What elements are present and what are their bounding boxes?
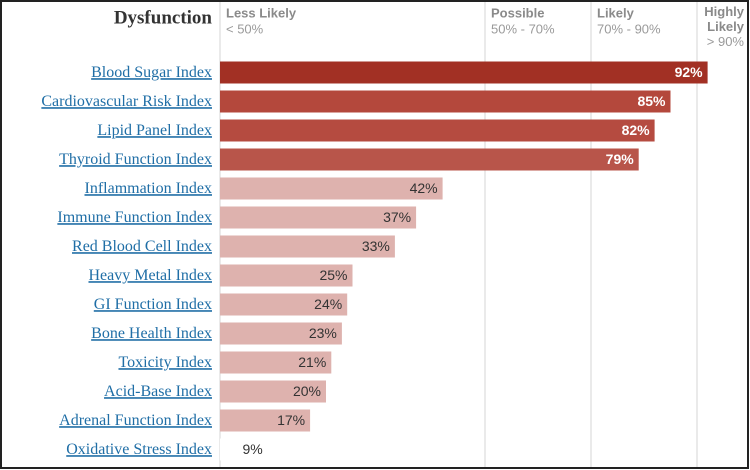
- zone-range: 50% - 70%: [491, 21, 555, 36]
- category-link[interactable]: Adrenal Function Index: [59, 412, 212, 429]
- bar: [220, 177, 443, 200]
- value-label: 21%: [298, 354, 326, 370]
- value-label: 24%: [314, 296, 342, 312]
- category-link[interactable]: Immune Function Index: [57, 209, 212, 226]
- category-link[interactable]: Thyroid Function Index: [59, 151, 212, 168]
- value-label: 82%: [622, 122, 651, 138]
- chart-title: Dysfunction: [114, 7, 213, 28]
- category-link[interactable]: Cardiovascular Risk Index: [41, 93, 212, 110]
- value-label: 20%: [293, 383, 321, 399]
- value-label: 79%: [606, 151, 635, 167]
- bar: [220, 380, 326, 403]
- value-label: 23%: [309, 325, 337, 341]
- bar: [220, 235, 395, 258]
- value-label: 9%: [242, 441, 262, 457]
- bar: [220, 438, 268, 461]
- value-label: 92%: [675, 64, 704, 80]
- category-link[interactable]: Oxidative Stress Index: [66, 441, 212, 458]
- value-label: 42%: [410, 180, 438, 196]
- zone-label: Possible: [491, 5, 544, 20]
- zone-label: Likely: [597, 5, 635, 20]
- zone-range: < 50%: [226, 21, 264, 36]
- value-label: 17%: [277, 412, 305, 428]
- category-link[interactable]: GI Function Index: [94, 296, 212, 313]
- category-link[interactable]: Heavy Metal Index: [88, 267, 212, 284]
- value-label: 25%: [319, 267, 347, 283]
- bar: [220, 148, 639, 171]
- zone-label: Less Likely: [226, 5, 297, 20]
- category-link[interactable]: Toxicity Index: [118, 354, 212, 371]
- bar: [220, 90, 671, 113]
- bar: [220, 351, 332, 374]
- category-link[interactable]: Bone Health Index: [91, 325, 212, 342]
- value-label: 85%: [637, 93, 666, 109]
- category-link[interactable]: Inflammation Index: [84, 180, 212, 197]
- bar: [220, 119, 655, 142]
- bar: [220, 206, 417, 229]
- bar: [220, 61, 708, 84]
- category-link[interactable]: Blood Sugar Index: [91, 64, 212, 81]
- value-label: 33%: [362, 238, 390, 254]
- bar: [220, 409, 311, 432]
- bar: [220, 322, 342, 345]
- value-label: 37%: [383, 209, 411, 225]
- zone-label: Highly Likely: [704, 4, 744, 34]
- bar: [220, 264, 353, 287]
- category-link[interactable]: Acid-Base Index: [104, 383, 212, 400]
- zone-range: > 90%: [706, 34, 744, 49]
- category-link[interactable]: Red Blood Cell Index: [72, 238, 212, 255]
- bar: [220, 293, 348, 316]
- category-link[interactable]: Lipid Panel Index: [97, 122, 212, 139]
- zone-box: Highly Likely> 90%: [704, 4, 744, 49]
- zone-range: 70% - 90%: [597, 21, 661, 36]
